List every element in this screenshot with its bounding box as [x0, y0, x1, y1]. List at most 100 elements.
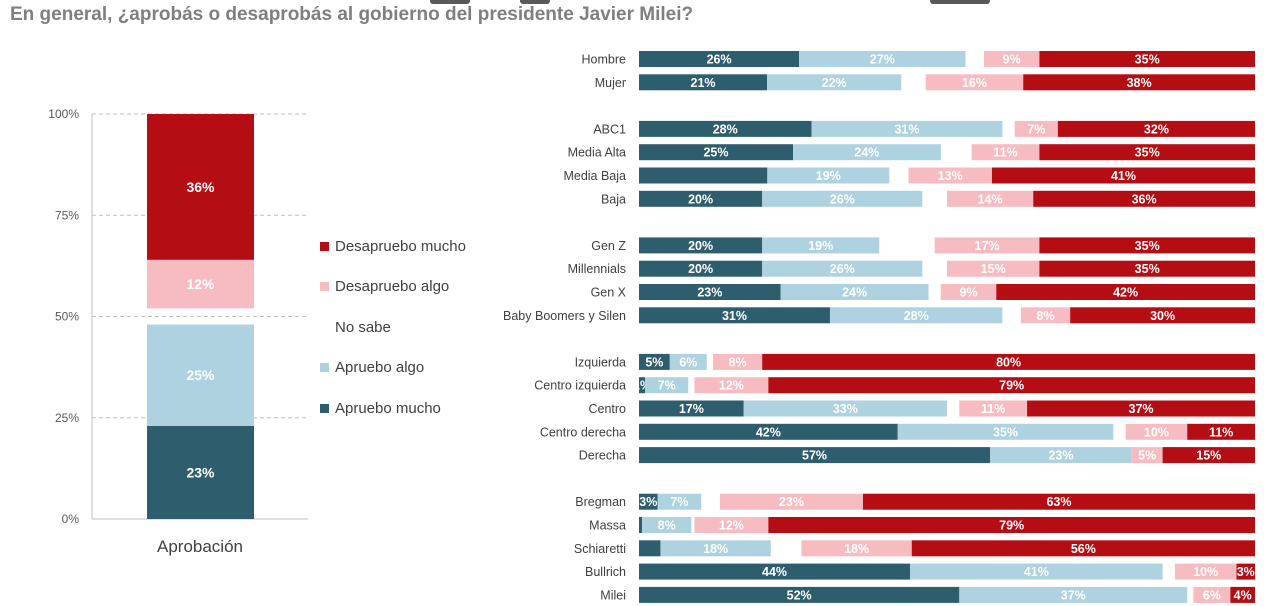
data-label-desapruebo-mucho: 41%	[1111, 169, 1136, 183]
bar-segment-apruebo-algo	[990, 447, 1132, 464]
bar-segment-desapruebo-mucho	[996, 284, 1255, 300]
data-label-desapruebo-algo: 5%	[1138, 449, 1156, 463]
bar-segment-desapruebo-algo	[947, 190, 1034, 207]
data-label-desapruebo-algo: 8%	[729, 355, 747, 369]
bar-segment-desapruebo-mucho	[1070, 307, 1255, 324]
bar-segment-apruebo-algo	[793, 144, 941, 161]
data-label-apruebo-mucho: 20%	[688, 192, 713, 206]
bar-segment-apruebo-algo	[642, 517, 692, 533]
bar-segment-desapruebo-algo	[694, 517, 769, 533]
data-label-apruebo-algo: 22%	[822, 76, 847, 90]
bar-segment-desapruebo-mucho	[762, 353, 1255, 370]
data-label-desapruebo-mucho: 11%	[1209, 425, 1233, 439]
bar-segment-desapruebo-mucho	[768, 517, 1255, 533]
data-label-desapruebo-mucho: 42%	[1113, 286, 1138, 300]
data-label-desapruebo-algo: 13%	[938, 169, 963, 183]
bar-segment-apruebo-mucho	[639, 74, 768, 91]
page-title: En general, ¿aprobás o desaprobás al gob…	[10, 4, 694, 25]
data-label-desapruebo-mucho: 79%	[999, 379, 1024, 393]
data-label-apruebo-algo: 19%	[816, 169, 841, 183]
data-label-desapruebo-mucho: 35%	[1135, 146, 1160, 160]
bar-segment-desapruebo-algo	[908, 167, 992, 184]
row-label: ABC1	[593, 122, 626, 136]
row-label: Gen Z	[591, 239, 626, 253]
bar-segment-apruebo-algo	[829, 307, 1003, 324]
bar-segment-desapruebo-algo	[1014, 120, 1058, 137]
data-label-desapruebo-algo: 8%	[1037, 309, 1055, 323]
data-label-apruebo-mucho: 44%	[762, 565, 787, 579]
bar-segment-desapruebo-algo	[719, 493, 863, 510]
bar-segment-apruebo-mucho	[639, 377, 646, 394]
data-label-apruebo-algo: 7%	[670, 495, 688, 509]
data-label-desapruebo-algo: 17%	[975, 239, 1000, 253]
legend-item-no-sabe: No sabe	[320, 307, 466, 348]
data-label-desapruebo-mucho: 79%	[999, 519, 1024, 533]
data-label-apruebo-mucho: 21%	[691, 76, 716, 90]
data-label-apruebo-algo: 24%	[842, 286, 867, 300]
legend-swatch-desapruebo-algo	[320, 282, 329, 292]
data-label-desapruebo-mucho: 15%	[1196, 449, 1221, 463]
bar-segment-apruebo-mucho	[639, 493, 658, 510]
data-label-apruebo-mucho: 23%	[697, 286, 722, 300]
data-label-apruebo-algo: 6%	[679, 355, 697, 369]
data-label-apruebo-mucho: 52%	[787, 588, 812, 602]
row-label: Milei	[600, 588, 626, 602]
data-label-desapruebo-algo: 10%	[1144, 425, 1169, 439]
row-label: Centro derecha	[540, 425, 626, 439]
data-label-apruebo-algo: 26%	[830, 192, 855, 206]
data-label-desapruebo-mucho: 35%	[1135, 53, 1160, 67]
bar-segment-desapruebo-algo	[712, 353, 763, 370]
bar-segment-desapruebo-algo	[1125, 423, 1188, 440]
bar-segment-apruebo-mucho	[639, 586, 960, 603]
data-label-apruebo-algo: 7%	[658, 379, 676, 393]
row-label: Bullrich	[585, 565, 626, 579]
bar-segment-desapruebo-algo	[971, 144, 1040, 161]
bar-segment-desapruebo-mucho	[1162, 447, 1255, 464]
data-label-apruebo-mucho: 20%	[688, 262, 713, 276]
legend-swatch-desapruebo-mucho	[320, 241, 329, 251]
data-label-apruebo-mucho: 28%	[713, 122, 738, 136]
bar-segment-apruebo-algo	[147, 324, 254, 426]
legend-label: Desapruebo mucho	[335, 237, 466, 255]
data-label-desapruebo-mucho: 35%	[1135, 239, 1160, 253]
row-label: Media Alta	[568, 146, 626, 160]
data-label-desapruebo-algo: 18%	[844, 542, 869, 556]
legend-item-desapruebo-mucho: Desapruebo mucho	[320, 226, 466, 267]
data-label-desapruebo-algo: 9%	[1003, 53, 1021, 67]
bar-segment-apruebo-mucho	[639, 400, 744, 417]
row-label: Media Baja	[563, 169, 626, 183]
bar-segment-desapruebo-mucho	[1039, 237, 1255, 254]
data-label-apruebo-mucho: 31%	[722, 309, 747, 323]
bar-segment-apruebo-algo	[743, 400, 947, 417]
bar-segment-desapruebo-algo	[1131, 447, 1163, 464]
bar-segment-desapruebo-algo	[801, 540, 912, 557]
cropped-title-fragment	[430, 0, 470, 4]
data-label-apruebo-mucho: 17%	[679, 402, 704, 416]
bar-segment-apruebo-algo	[959, 586, 1188, 603]
bar-segment-desapruebo-algo	[1020, 307, 1071, 324]
data-label-desapruebo-algo: 6%	[1203, 588, 1221, 602]
bar-segment-desapruebo-algo	[925, 74, 1024, 91]
bar-segment-apruebo-algo	[897, 423, 1114, 440]
bar-segment-desapruebo-mucho	[147, 114, 254, 260]
bar-segment-desapruebo-algo	[694, 377, 769, 394]
data-label-desapruebo-mucho: 80%	[996, 355, 1021, 369]
row-label: Gen X	[591, 286, 627, 300]
bar-segment-apruebo-mucho	[639, 167, 768, 184]
bar-segment-desapruebo-mucho	[991, 167, 1255, 184]
data-label-desapruebo-mucho: 38%	[1127, 76, 1152, 90]
bar-segment-desapruebo-mucho	[863, 493, 1255, 510]
row-label: Hombre	[582, 53, 627, 67]
bar-segment-desapruebo-mucho	[1023, 74, 1255, 91]
row-label: Schiaretti	[574, 542, 626, 556]
data-label-apruebo-algo: 33%	[833, 402, 858, 416]
data-label-desapruebo-algo: 9%	[960, 286, 978, 300]
legend-item-apruebo-mucho: Apruebo mucho	[320, 388, 466, 429]
cropped-title-fragment	[520, 0, 550, 4]
bar-segment-apruebo-mucho	[147, 425, 254, 519]
data-label-desapruebo-algo: 23%	[779, 495, 804, 509]
data-label-apruebo-mucho: 42%	[756, 425, 781, 439]
bar-segment-apruebo-algo	[762, 260, 923, 277]
data-label-apruebo-mucho: 23%	[186, 464, 215, 480]
data-label-apruebo-algo: 31%	[894, 122, 919, 136]
